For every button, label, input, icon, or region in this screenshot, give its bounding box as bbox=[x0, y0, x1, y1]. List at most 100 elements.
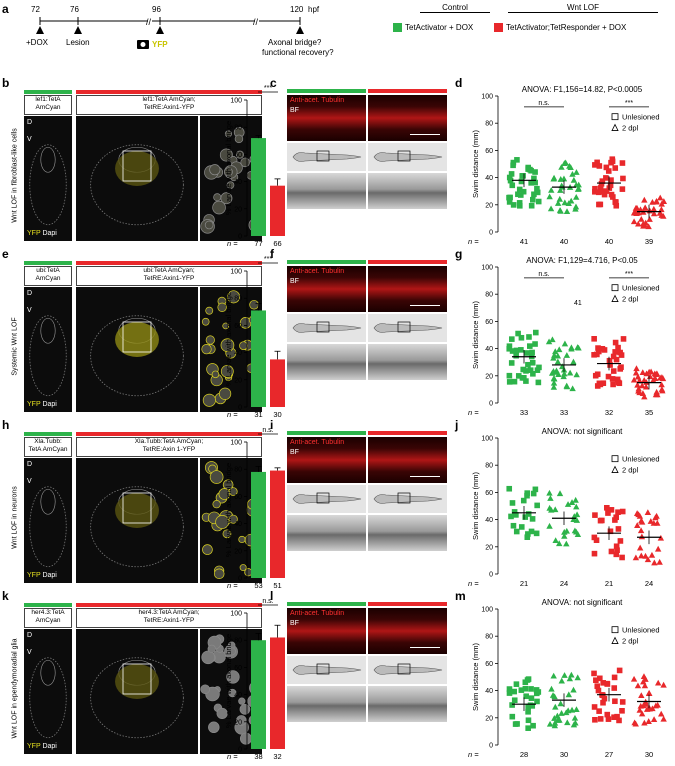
swim-point-unlesioned bbox=[513, 352, 519, 359]
bar-ytick: 80 bbox=[234, 638, 242, 645]
swim-n: 30 bbox=[560, 750, 568, 759]
swim-point-unlesioned bbox=[610, 353, 617, 360]
swim-point-2dpl bbox=[637, 527, 645, 534]
swim-point-2dpl bbox=[554, 358, 562, 365]
swim-ytick: 20 bbox=[485, 202, 493, 209]
swim-point-unlesioned bbox=[525, 725, 531, 731]
swim-n: 28 bbox=[520, 750, 528, 759]
swim-ytick: 40 bbox=[485, 175, 493, 182]
swim-point-2dpl bbox=[568, 671, 575, 678]
bar-ytick: 100 bbox=[230, 440, 242, 447]
swim-point-2dpl bbox=[558, 163, 565, 170]
time-unit: hpf bbox=[308, 5, 320, 14]
swim-point-unlesioned bbox=[516, 186, 523, 193]
swim-point-2dpl bbox=[638, 552, 645, 559]
swim-point-unlesioned bbox=[509, 182, 516, 189]
swim-point-2dpl bbox=[548, 369, 556, 376]
swim-point-unlesioned bbox=[523, 350, 530, 356]
swim-ylabel: Swim distance (mm) bbox=[471, 643, 480, 711]
dorsal-label: D bbox=[27, 119, 33, 126]
swim-point-unlesioned bbox=[518, 524, 525, 530]
tubulin-image-lof bbox=[368, 608, 447, 654]
bar-ytick: 0 bbox=[238, 234, 242, 241]
control-section-image: D V YFP Dapi bbox=[24, 629, 72, 754]
swim-point-unlesioned bbox=[506, 194, 512, 201]
swim-point-unlesioned bbox=[534, 185, 540, 192]
bar-ytick: 40 bbox=[234, 350, 242, 357]
legend-2dpl-label: 2 dpl bbox=[622, 295, 639, 304]
swim-point-2dpl bbox=[648, 551, 656, 558]
swim-point-unlesioned bbox=[591, 704, 598, 710]
swim-point-2dpl bbox=[647, 518, 655, 524]
swim-point-unlesioned bbox=[528, 180, 534, 186]
swim-ytick: 60 bbox=[485, 319, 493, 326]
swim-point-unlesioned bbox=[592, 512, 598, 518]
panel-label-b: b bbox=[2, 76, 10, 90]
swim-point-2dpl bbox=[640, 222, 647, 229]
swim-point-2dpl bbox=[658, 710, 665, 717]
swim-ytick: 100 bbox=[481, 436, 493, 443]
swim-point-unlesioned bbox=[534, 698, 540, 705]
swim-point-unlesioned bbox=[614, 376, 621, 383]
legend-control-swatch bbox=[393, 23, 402, 32]
bar-ytick: 80 bbox=[234, 296, 242, 303]
swim-point-2dpl bbox=[638, 710, 646, 717]
bar-ylabel: % Larvae with axonal bridge bbox=[224, 292, 233, 386]
control-strip bbox=[24, 261, 72, 265]
bar-n: 30 bbox=[273, 410, 281, 419]
bar-n: 77 bbox=[254, 239, 262, 248]
swim-point-unlesioned bbox=[607, 528, 614, 535]
swim-point-2dpl bbox=[644, 509, 652, 516]
swim-point-2dpl bbox=[652, 375, 659, 381]
swim-point-2dpl bbox=[638, 215, 645, 222]
swim-point-unlesioned bbox=[599, 178, 606, 184]
swim-sig-left: n.s. bbox=[538, 271, 549, 278]
time-120: 120 bbox=[290, 5, 304, 14]
swim-point-2dpl bbox=[660, 715, 667, 722]
swim-point-unlesioned bbox=[600, 680, 607, 686]
zoom-cells bbox=[201, 290, 259, 407]
swim-n: 32 bbox=[605, 408, 613, 417]
swim-point-unlesioned bbox=[612, 339, 619, 346]
bar-significance: n.s. bbox=[262, 427, 273, 434]
swim-point-unlesioned bbox=[619, 160, 626, 166]
swim-point-2dpl bbox=[575, 185, 582, 192]
bar-ytick: 40 bbox=[234, 692, 242, 699]
section-outline bbox=[90, 657, 184, 739]
larva-image-control bbox=[287, 143, 366, 171]
swim-point-unlesioned bbox=[619, 708, 625, 714]
lof-strip bbox=[76, 261, 262, 265]
scale-bar bbox=[410, 134, 440, 135]
swim-point-unlesioned bbox=[524, 490, 531, 496]
swim-point-2dpl bbox=[561, 340, 569, 347]
swim-point-2dpl bbox=[658, 206, 665, 213]
swim-point-unlesioned bbox=[607, 182, 614, 189]
bar-ytick: 100 bbox=[230, 269, 242, 276]
image-control-strip bbox=[287, 602, 366, 606]
larva-outline bbox=[373, 492, 443, 504]
dapi-label: Dapi bbox=[40, 230, 57, 237]
control-genotype-label: Xla.Tubb: TetA AmCyan bbox=[24, 437, 72, 457]
legend-unlesioned-label: Unlesioned bbox=[622, 113, 660, 122]
swim-point-2dpl bbox=[636, 377, 643, 384]
swim-point-2dpl bbox=[558, 677, 565, 684]
swim-point-unlesioned bbox=[525, 361, 531, 368]
swim-point-unlesioned bbox=[594, 371, 601, 378]
swim-point-2dpl bbox=[563, 383, 571, 390]
swim-point-unlesioned bbox=[529, 196, 536, 203]
larva-outline bbox=[292, 150, 362, 162]
swim-point-unlesioned bbox=[594, 683, 601, 689]
larva-image-control bbox=[287, 656, 366, 684]
section-outline bbox=[90, 315, 184, 397]
tubulin-image-lof bbox=[368, 266, 447, 312]
larva-outline bbox=[373, 663, 443, 675]
swim-point-2dpl bbox=[552, 506, 559, 513]
larva-outline bbox=[373, 150, 443, 162]
swim-point-unlesioned bbox=[611, 674, 618, 681]
swim-point-unlesioned bbox=[518, 347, 524, 353]
swim-point-2dpl bbox=[653, 197, 660, 204]
swim-point-unlesioned bbox=[595, 687, 602, 694]
image-control-strip bbox=[287, 431, 366, 435]
swim-point-2dpl bbox=[568, 499, 576, 505]
swim-ytick: 0 bbox=[489, 743, 493, 750]
